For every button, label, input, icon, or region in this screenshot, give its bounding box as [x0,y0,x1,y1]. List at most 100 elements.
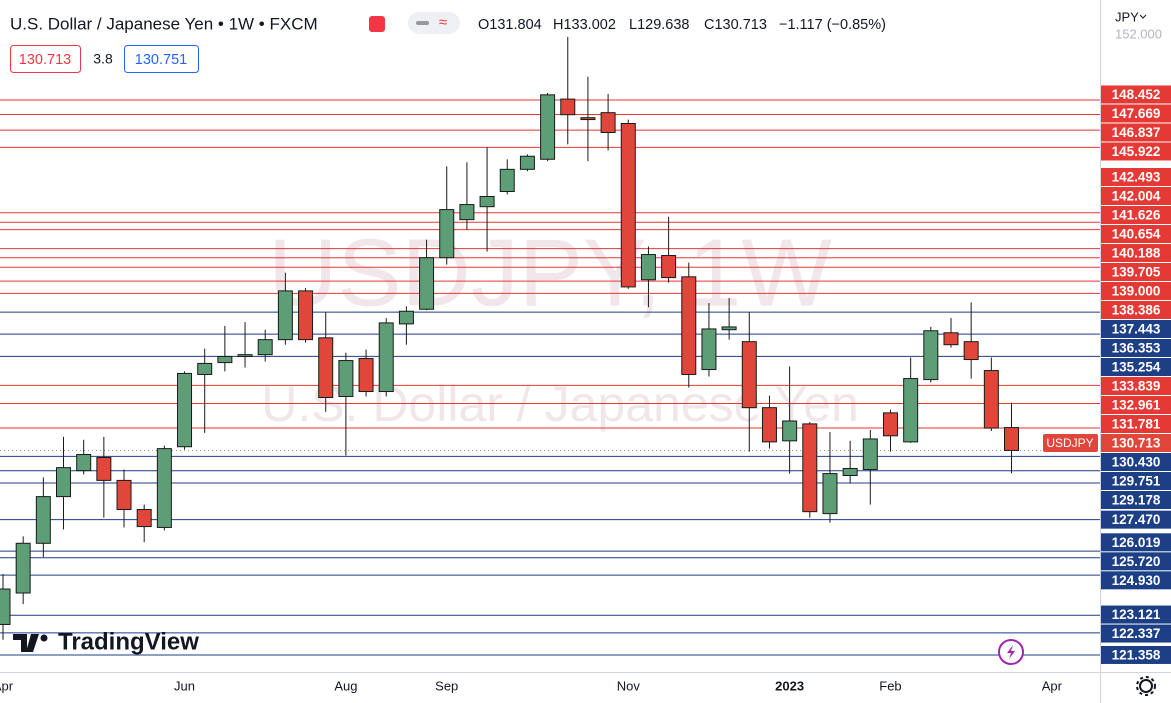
candle-body [600,112,616,133]
x-tick-label: Nov [617,678,641,693]
candle-body [96,456,112,481]
price-label-box [1101,123,1171,142]
symbol-tag [1043,434,1098,453]
price-label-box [1101,168,1171,187]
logo: TradingView [13,628,199,655]
candle-body [56,467,72,498]
price-label: 122.337 [1112,626,1161,641]
price-label-box [1101,491,1171,510]
candle-body [882,412,898,437]
candle-body [217,355,233,364]
price-label: 133.839 [1112,379,1161,394]
candle-body [499,168,515,192]
x-tick-label: Aug [334,678,357,693]
candle-body [298,290,314,341]
ohlc-close: C130.713 [704,17,767,33]
candle-body [519,155,535,170]
price-label: 127.470 [1112,512,1161,527]
ask: 130.751 [135,52,187,68]
settings-icon [1136,676,1156,696]
price-label: 142.004 [1112,189,1161,204]
ask-box[interactable] [124,45,199,73]
indicator-pill[interactable] [408,12,460,34]
settings-button[interactable] [1136,676,1156,696]
price-label: 147.669 [1112,106,1161,121]
candle-body [620,122,636,288]
price-label-box [1101,552,1171,571]
axis-group: 152.000 Apr Jun Aug Sep Nov 2023 Feb Apr 148.452 1… [0,26,1171,693]
logo-mark [13,634,39,652]
price-label: 140.654 [1112,227,1161,242]
candle-body [439,209,455,259]
price-label: 125.720 [1112,554,1161,569]
candle-body [640,254,656,281]
pill-icon [416,21,429,25]
candle-body [802,423,818,513]
price-label: 124.930 [1112,573,1161,588]
price-label-box [1101,645,1171,664]
candle-body [378,322,394,393]
price-label-box [1101,415,1171,434]
logo-dot [40,634,48,642]
price-label-box [1101,320,1171,339]
price-label: 141.626 [1112,208,1161,223]
candle-body [681,276,697,375]
ohlc-open: O131.804 [478,17,542,33]
price-label: 139.705 [1112,265,1161,280]
x-tick-label: 2023 [775,678,804,693]
y-tick-label: 152.000 [1115,26,1162,41]
price-label: 129.178 [1112,493,1161,508]
candle-body [943,332,959,346]
candle-body [156,448,172,528]
price-label: 130.713 [1112,436,1161,451]
candle-body [862,438,878,471]
price-label-box [1101,104,1171,123]
candle-body [1004,427,1019,451]
ohlc-low: L129.638 [629,17,689,33]
price-label-box [1101,434,1171,453]
candle-body [197,362,213,375]
price-label-box [1101,187,1171,206]
candle-body [842,467,858,476]
price-label: 121.358 [1112,648,1161,663]
currency[interactable]: JPY [1115,9,1139,24]
x-tick-label: Apr [0,678,14,693]
price-label: 130.430 [1112,455,1161,470]
candle-body [963,341,979,361]
candle-body [177,372,193,448]
candle-body [540,94,556,160]
price-label-box [1101,533,1171,552]
ohlc-high: H133.002 [553,17,616,33]
watermark: USDJPY, 1W [268,219,832,326]
candle-body [741,341,757,409]
bid-box[interactable] [10,45,81,73]
price-label-box [1101,282,1171,301]
candle-body [721,326,737,331]
price-label: 136.353 [1112,341,1161,356]
price-label-box [1101,301,1171,320]
candle-body [782,420,798,442]
symbol-tag-label: USDJPY [1046,436,1093,450]
candle-body [136,509,152,528]
price-label-box [1101,142,1171,161]
price-label: 139.000 [1112,284,1161,299]
price-label: 146.837 [1112,125,1161,140]
lightning-icon [1007,645,1015,659]
price-label: 132.961 [1112,398,1161,413]
candle-body [257,339,273,356]
price-label: 131.781 [1112,417,1161,432]
x-tick-label: Feb [879,678,901,693]
candle-body [822,473,838,515]
price-label-box [1101,225,1171,244]
price-label: 129.751 [1112,474,1161,489]
candle-body [15,542,31,594]
logo-text: TradingView [58,628,199,655]
candle-body [358,358,374,393]
price-label-box [1101,472,1171,491]
price-label: 142.493 [1112,170,1161,185]
candle-body [116,479,132,511]
price-label: 138.386 [1112,303,1161,318]
candle-body [277,290,293,341]
flag-icon[interactable] [369,16,385,32]
